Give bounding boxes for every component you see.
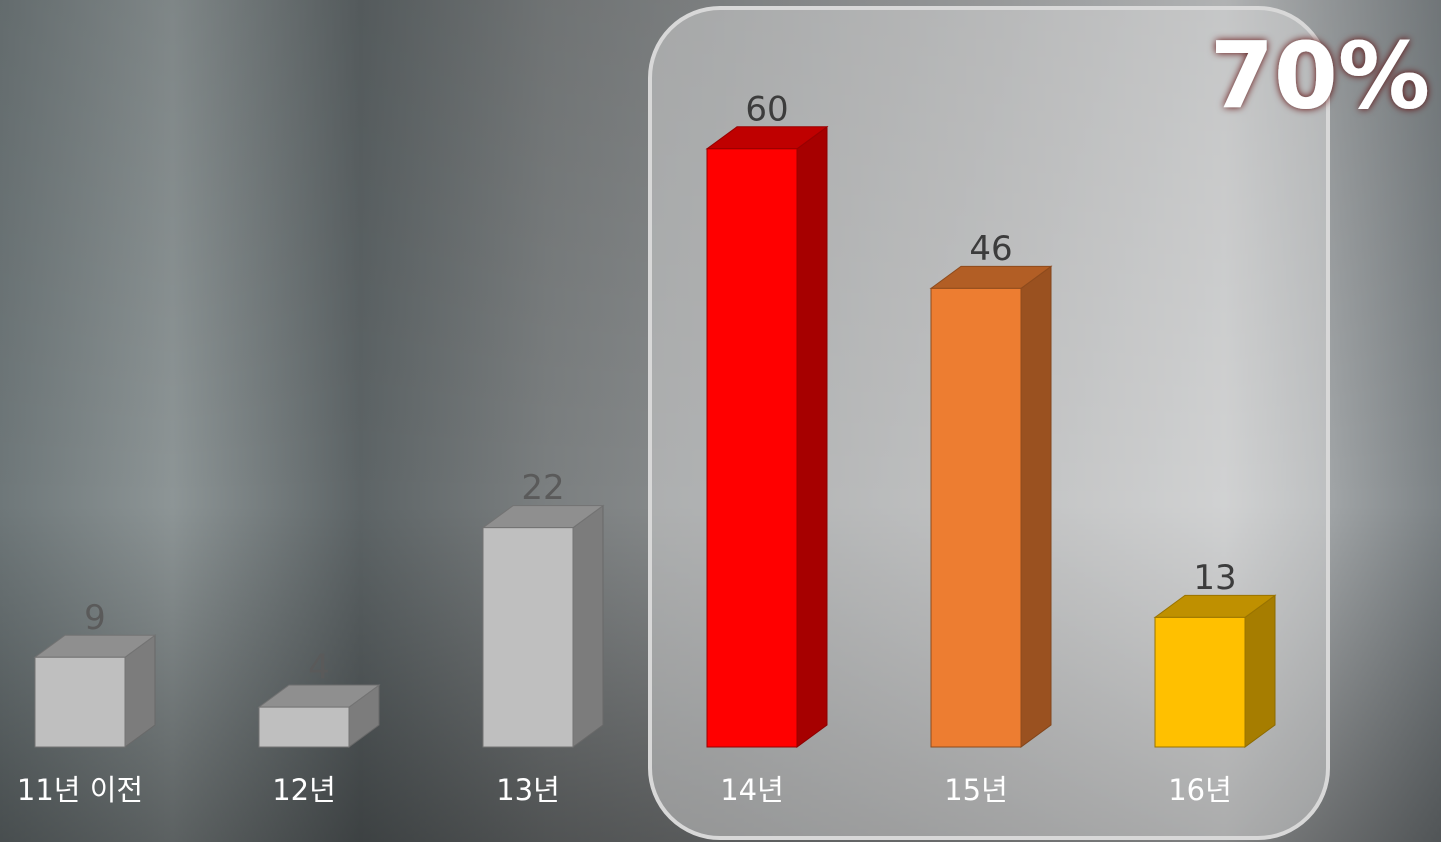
x-tick-label: 11년 이전 [17, 773, 143, 807]
bar [34, 656, 126, 748]
value-label: 22 [521, 468, 564, 508]
bar-side [1020, 265, 1052, 748]
annotation: 70% [1210, 22, 1430, 129]
bar [258, 706, 350, 748]
bar-side [572, 504, 604, 748]
x-tick-label: 15년 [944, 773, 1008, 807]
bar-side [1244, 594, 1276, 748]
bar [1154, 616, 1246, 748]
value-label: 13 [1193, 558, 1236, 598]
value-label: 60 [745, 89, 788, 129]
bar [930, 287, 1022, 748]
x-tick-label: 13년 [496, 773, 560, 807]
value-label: 9 [84, 598, 106, 638]
value-label: 46 [969, 229, 1012, 269]
value-label: 4 [308, 648, 330, 688]
bar-side [796, 125, 828, 748]
bar [482, 527, 574, 748]
x-tick-label: 16년 [1168, 773, 1232, 807]
bar [706, 148, 798, 748]
x-tick-label: 14년 [720, 773, 784, 807]
x-tick-label: 12년 [272, 773, 336, 807]
